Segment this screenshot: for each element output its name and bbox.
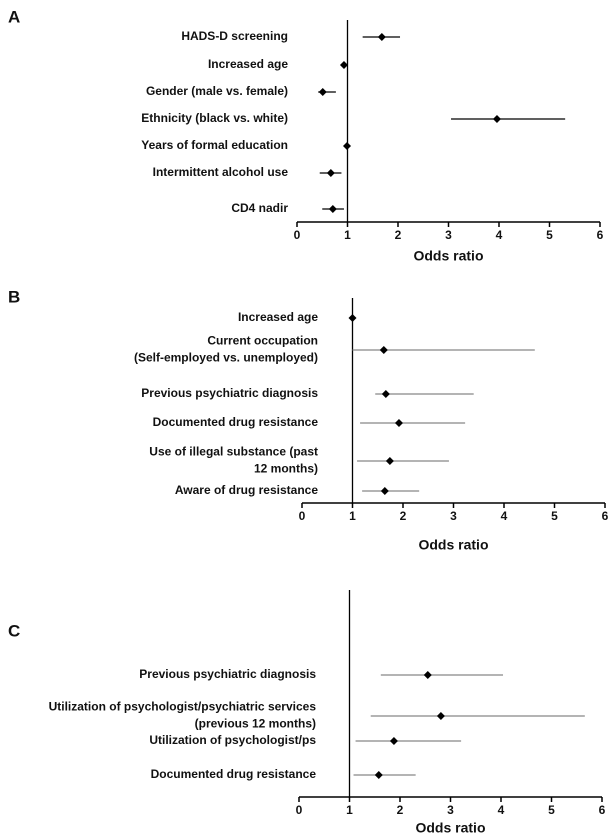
category-label: HADS-D screening — [181, 29, 288, 43]
x-tick-label: 3 — [450, 509, 457, 523]
panel-label: B — [8, 287, 20, 306]
odds-ratio-point — [381, 390, 390, 398]
category-label: Intermittent alcohol use — [153, 165, 289, 179]
x-tick-label: 4 — [498, 803, 505, 817]
x-tick-label: 6 — [597, 228, 604, 242]
x-tick-label: 0 — [294, 228, 301, 242]
odds-ratio-point — [339, 61, 348, 69]
x-tick-label: 4 — [496, 228, 503, 242]
odds-ratio-point — [380, 487, 389, 495]
odds-ratio-point — [389, 737, 398, 745]
x-tick-label: 5 — [548, 803, 555, 817]
odds-ratio-point — [374, 771, 383, 779]
x-tick-label: 2 — [397, 803, 404, 817]
category-label: Gender (male vs. female) — [146, 84, 288, 98]
x-tick-label: 1 — [344, 228, 351, 242]
x-tick-label: 2 — [400, 509, 407, 523]
odds-ratio-point — [423, 671, 432, 679]
category-label: Use of illegal substance (past 12 months) — [149, 445, 318, 476]
category-label: Previous psychiatric diagnosis — [139, 667, 316, 681]
x-tick-label: 1 — [349, 509, 356, 523]
category-label: Ethnicity (black vs. white) — [141, 111, 288, 125]
category-label: Current occupation (Self-employed vs. une… — [134, 334, 318, 365]
odds-ratio-point — [394, 419, 403, 427]
odds-ratio-point — [318, 88, 327, 96]
category-label: Aware of drug resistance — [175, 483, 318, 497]
category-label: Increased age — [238, 310, 318, 324]
x-axis-title: Odds ratio — [418, 537, 488, 553]
x-tick-label: 0 — [296, 803, 303, 817]
x-tick-label: 4 — [501, 509, 508, 523]
category-label: Previous psychiatric diagnosis — [141, 386, 318, 400]
category-label: Documented drug resistance — [151, 767, 317, 781]
odds-ratio-point — [379, 346, 388, 354]
category-label: Years of formal education — [141, 138, 288, 152]
x-tick-label: 5 — [551, 509, 558, 523]
x-tick-label: 2 — [395, 228, 402, 242]
x-tick-label: 1 — [346, 803, 353, 817]
odds-ratio-point — [328, 205, 337, 213]
odds-ratio-point — [492, 115, 501, 123]
x-tick-label: 3 — [447, 803, 454, 817]
odds-ratio-point — [348, 314, 357, 322]
category-label: Utilization of psychologist/psychiatric … — [49, 700, 317, 731]
odds-ratio-point — [385, 457, 394, 465]
odds-ratio-point — [326, 169, 335, 177]
x-tick-label: 6 — [599, 803, 606, 817]
category-label: Documented drug resistance — [153, 415, 319, 429]
x-axis-title: Odds ratio — [413, 248, 483, 264]
x-tick-label: 0 — [299, 509, 306, 523]
category-label: Utilization of psychologist/ps — [149, 733, 316, 747]
x-axis-title: Odds ratio — [415, 820, 485, 836]
odds-ratio-point — [436, 712, 445, 720]
odds-ratio-point — [342, 142, 351, 150]
category-label: Increased age — [208, 57, 288, 71]
panel-label: C — [8, 621, 20, 640]
category-label: CD4 nadir — [231, 201, 288, 215]
panel-label: A — [8, 7, 20, 26]
x-tick-label: 5 — [546, 228, 553, 242]
x-tick-label: 6 — [602, 509, 608, 523]
x-tick-label: 3 — [445, 228, 452, 242]
odds-ratio-point — [377, 33, 386, 41]
